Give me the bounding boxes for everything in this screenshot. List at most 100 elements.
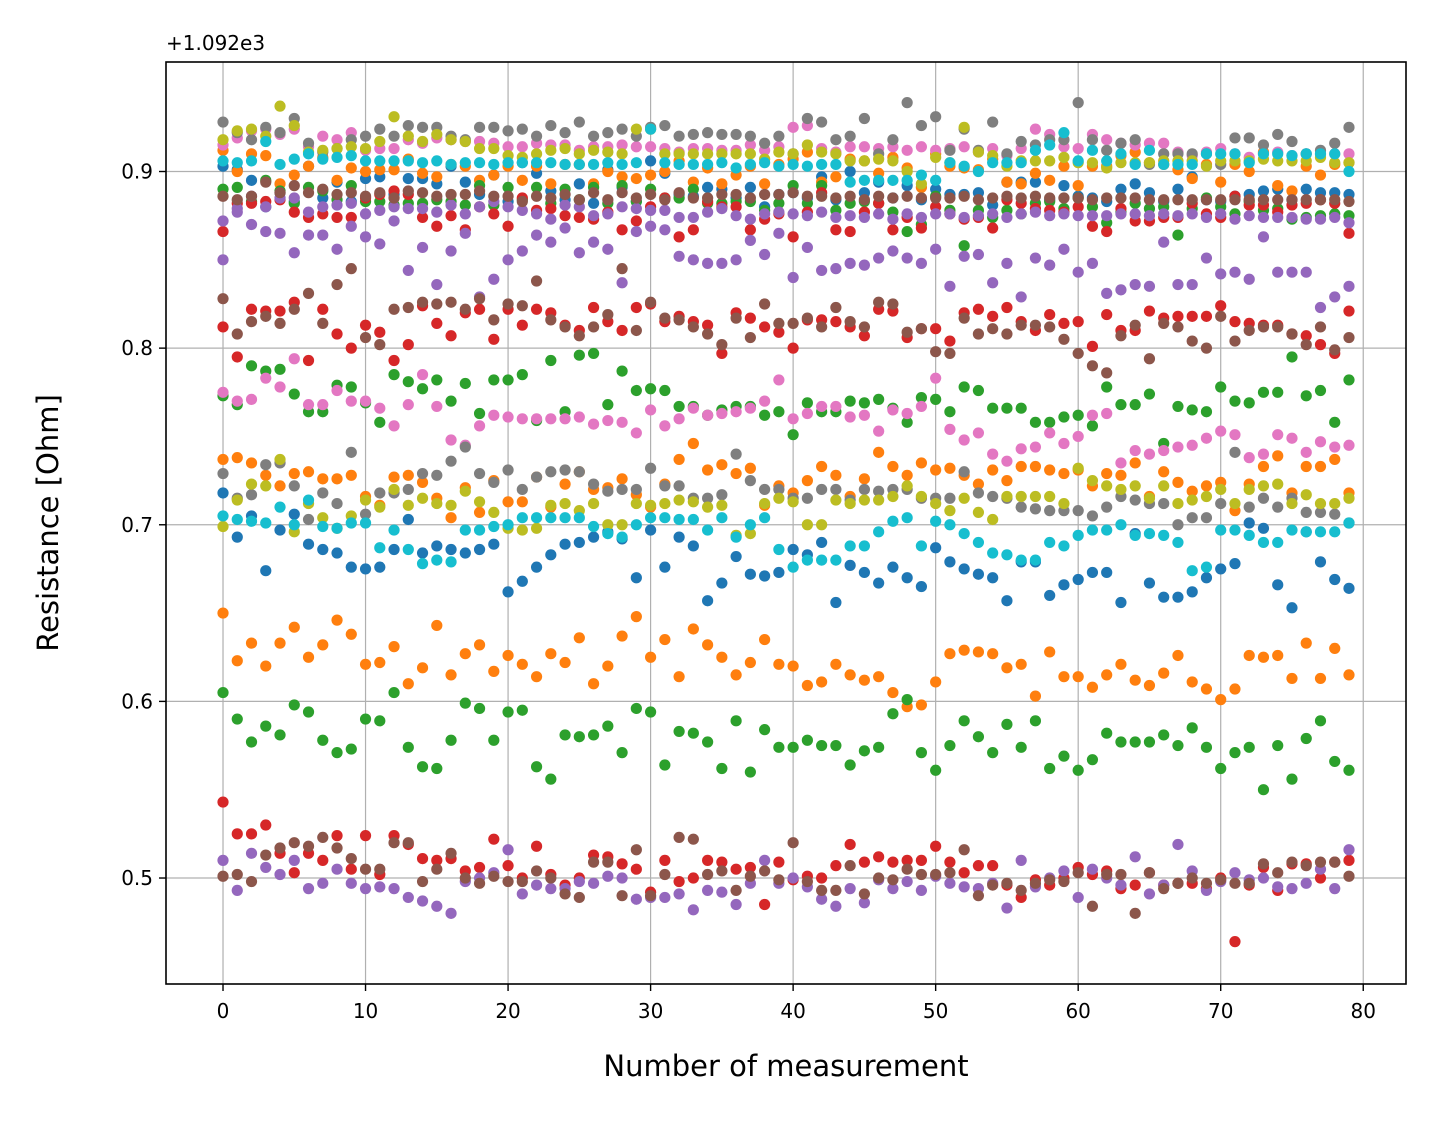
data-point (1329, 526, 1341, 538)
data-point (502, 649, 514, 662)
x-tick-label: 40 (780, 999, 805, 1023)
data-point (1314, 301, 1327, 314)
data-point (1158, 529, 1170, 541)
data-point (1001, 718, 1013, 730)
data-point (816, 483, 828, 496)
data-point (1215, 563, 1227, 575)
data-point (530, 229, 543, 241)
data-point (644, 651, 657, 663)
data-point (516, 496, 528, 508)
data-point (858, 211, 870, 224)
data-point (1257, 522, 1270, 534)
data-point (873, 671, 885, 683)
data-point (1272, 211, 1284, 224)
data-point (673, 231, 685, 243)
data-point (402, 543, 414, 556)
data-point (730, 254, 742, 266)
data-point (1143, 280, 1156, 292)
data-point (1143, 448, 1156, 460)
data-point (431, 317, 443, 330)
data-point (1215, 497, 1227, 510)
data-point (1044, 139, 1056, 151)
data-point (930, 464, 942, 476)
data-point (459, 176, 471, 188)
data-point (260, 372, 272, 384)
data-point (616, 473, 628, 485)
data-point (1343, 165, 1355, 178)
data-point (473, 639, 486, 651)
data-point (659, 165, 671, 178)
data-point (388, 155, 400, 167)
data-point (787, 413, 799, 425)
data-point (573, 247, 585, 259)
data-point (317, 473, 329, 485)
data-point (844, 540, 856, 552)
data-point (930, 393, 942, 405)
data-point (1058, 540, 1070, 552)
data-point (1072, 316, 1084, 328)
data-point (1229, 936, 1241, 948)
data-point (1001, 455, 1013, 467)
data-point (687, 321, 699, 333)
data-point (816, 321, 828, 333)
data-point (331, 830, 343, 842)
data-point (1329, 642, 1341, 655)
data-point (1243, 157, 1255, 169)
data-point (1257, 858, 1270, 870)
data-point (559, 478, 571, 490)
data-point (416, 852, 429, 865)
data-point (245, 637, 258, 649)
data-point (730, 715, 742, 727)
data-point (830, 134, 842, 146)
data-point (1172, 877, 1184, 889)
data-point (245, 478, 258, 490)
data-point (1001, 257, 1013, 269)
data-point (1115, 879, 1127, 891)
data-point (1286, 351, 1298, 363)
data-point (1044, 259, 1056, 271)
x-tick-label: 30 (638, 999, 663, 1023)
data-point (830, 301, 842, 314)
data-point (1172, 441, 1184, 453)
data-point (573, 116, 585, 128)
data-point (274, 868, 286, 881)
data-point (374, 715, 386, 727)
data-point (1072, 462, 1084, 474)
data-point (830, 596, 842, 609)
data-point (1029, 877, 1042, 889)
data-point (1272, 867, 1284, 879)
data-point (744, 234, 756, 246)
data-point (473, 861, 486, 874)
data-point (359, 395, 372, 407)
data-point (972, 506, 985, 519)
data-point (1115, 183, 1127, 195)
data-point (930, 208, 942, 220)
data-point (288, 119, 300, 132)
data-point (488, 333, 500, 345)
data-point (673, 314, 685, 326)
data-point (602, 243, 614, 255)
data-point (231, 194, 243, 206)
data-point (545, 144, 557, 156)
data-point (231, 395, 243, 407)
data-point (1015, 854, 1027, 866)
data-point (1044, 427, 1056, 439)
data-point (416, 203, 429, 215)
data-point (759, 409, 771, 421)
data-point (602, 194, 614, 206)
data-point (1257, 231, 1270, 243)
data-point (1044, 308, 1056, 321)
data-point (431, 863, 443, 875)
data-point (972, 328, 985, 340)
data-point (1072, 210, 1084, 222)
data-point (1257, 139, 1270, 151)
data-point (1072, 180, 1084, 192)
data-point (616, 630, 628, 642)
data-point (431, 900, 443, 912)
data-point (1143, 492, 1156, 504)
data-point (787, 271, 799, 284)
data-point (431, 278, 443, 291)
data-point (274, 381, 286, 393)
data-point (1314, 715, 1327, 727)
data-point (873, 190, 885, 202)
